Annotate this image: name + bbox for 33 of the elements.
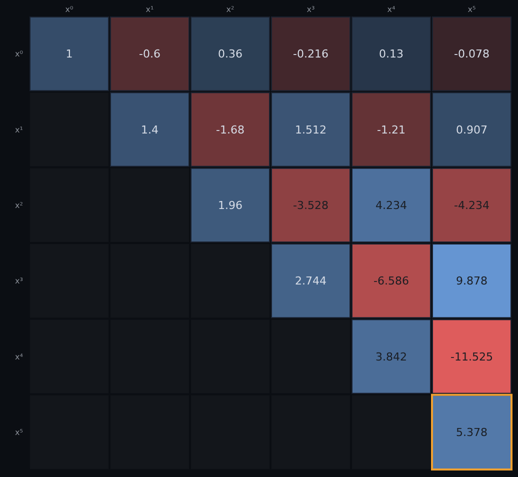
x-tick-label: x⁵ — [468, 5, 476, 14]
y-tick-label: x⁵ — [15, 428, 23, 437]
data-label: 1.96 — [218, 199, 242, 212]
data-label: 2.744 — [295, 274, 326, 288]
x-tick-label: x⁴ — [387, 5, 396, 14]
data-label: 0.13 — [379, 48, 404, 61]
data-label: -11.525 — [450, 350, 493, 364]
data-label: 0.36 — [218, 48, 242, 61]
data-label: -0.216 — [293, 48, 328, 61]
data-label: -6.586 — [374, 274, 409, 288]
y-tick-label: x⁰ — [15, 50, 23, 59]
y-tick-label: x³ — [15, 276, 23, 286]
x-tick-label: x¹ — [146, 5, 154, 14]
data-label: 5.378 — [456, 426, 488, 440]
x-tick-label: x² — [226, 5, 234, 14]
data-label: 1.4 — [141, 123, 158, 136]
data-label: -3.528 — [293, 199, 328, 212]
y-tick-label: x⁴ — [15, 352, 23, 362]
data-label: -1.21 — [377, 123, 406, 136]
x-tick-label: x³ — [306, 5, 315, 14]
data-label: 4.234 — [376, 199, 407, 212]
data-label: 3.842 — [376, 350, 407, 364]
data-label: 0.907 — [456, 123, 488, 136]
data-label: 1 — [66, 48, 73, 61]
data-label: -1.68 — [216, 123, 244, 136]
y-tick-label: x¹ — [15, 125, 23, 134]
data-label: -0.6 — [139, 48, 160, 61]
y-tick-label: x² — [15, 200, 23, 210]
x-tick-label: x⁰ — [65, 5, 74, 14]
data-label: -0.078 — [454, 48, 490, 61]
data-label: -4.234 — [454, 199, 490, 212]
data-label: 9.878 — [456, 274, 488, 288]
data-label: 1.512 — [295, 123, 326, 136]
